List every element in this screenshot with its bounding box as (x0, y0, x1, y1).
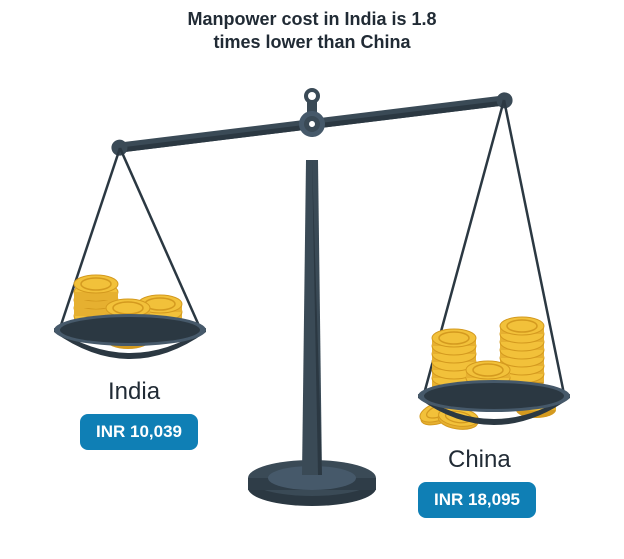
right-value-badge: INR 18,095 (418, 482, 536, 518)
left-pan (54, 314, 206, 359)
right-country-label: China (448, 446, 511, 474)
balance-scale-icon (0, 60, 624, 540)
scale-column (302, 160, 322, 475)
title-line-1: Manpower cost in India is 1.8 (187, 9, 436, 29)
left-country-label: India (108, 378, 160, 406)
title-line-2: times lower than China (213, 32, 410, 52)
infographic-title: Manpower cost in India is 1.8 times lowe… (0, 8, 624, 53)
left-value-badge: INR 10,039 (80, 414, 198, 450)
